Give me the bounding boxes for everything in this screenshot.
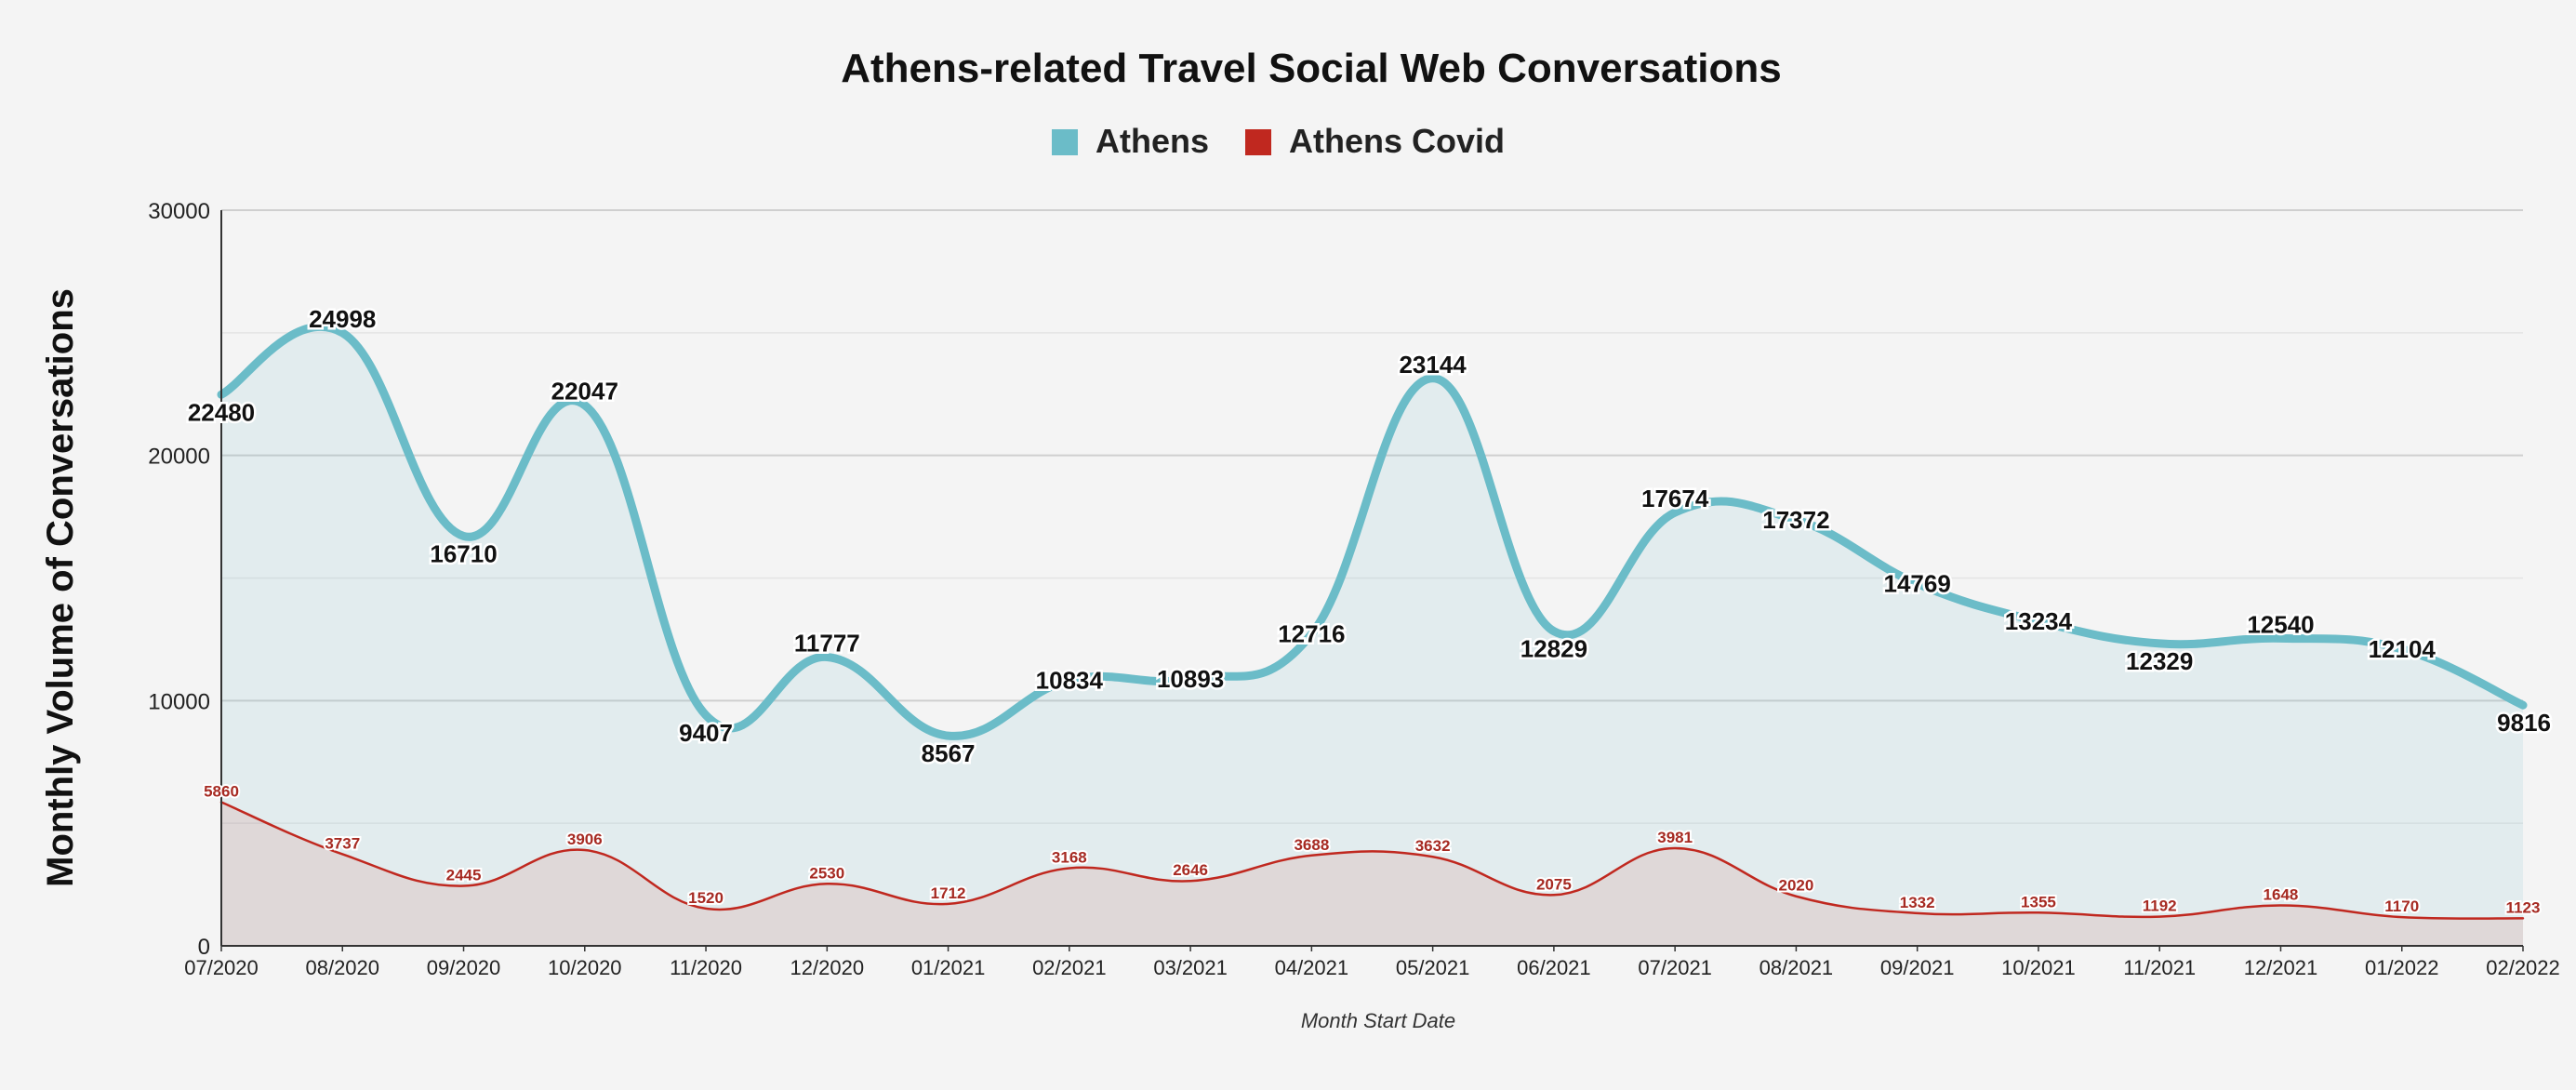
data-label-athens-covid: 5860: [204, 782, 239, 800]
x-tick-label: 09/2021: [1880, 956, 1955, 979]
x-tick-label: 02/2022: [2486, 956, 2560, 979]
data-label-athens-covid: 3688: [1294, 836, 1329, 854]
data-label-athens: 16710: [430, 539, 497, 567]
x-tick-label: 07/2020: [184, 956, 259, 979]
legend-swatch-athens-covid: [1245, 129, 1271, 155]
x-tick-label: 12/2020: [790, 956, 865, 979]
data-label-athens: 12329: [2126, 647, 2193, 675]
data-label-athens-covid: 1520: [688, 889, 724, 907]
data-label-athens: 23144: [1399, 351, 1467, 379]
x-tick-label: 01/2022: [2365, 956, 2439, 979]
data-label-athens-covid: 3906: [567, 831, 603, 848]
data-label-athens: 10834: [1036, 666, 1104, 694]
y-axis-label: Monthly Volume of Conversations: [40, 288, 81, 887]
x-tick-label: 03/2021: [1153, 956, 1228, 979]
y-tick-label: 20000: [148, 445, 210, 470]
data-label-athens: 14769: [1884, 570, 1951, 598]
data-label-athens: 12829: [1520, 635, 1587, 663]
data-label-athens-covid: 1648: [2264, 886, 2299, 904]
data-label-athens: 22047: [551, 378, 618, 405]
data-label-athens-covid: 3632: [1415, 837, 1451, 855]
x-tick-label: 07/2021: [1638, 956, 1712, 979]
x-tick-label: 08/2021: [1759, 956, 1834, 979]
y-tick-label: 30000: [148, 199, 210, 224]
x-axis-ticks: 07/2020 08/2020 09/2020 10/2020 11/2020 12/20…: [184, 946, 2560, 979]
area-athens-covid: [221, 802, 2523, 946]
data-label-athens: 10893: [1157, 665, 1224, 693]
data-label-athens-covid: 1332: [1900, 894, 1935, 911]
x-tick-label: 01/2021: [911, 956, 986, 979]
series-lines: [217, 322, 2528, 920]
y-tick-label: 10000: [148, 689, 210, 714]
data-label-athens: 9407: [679, 719, 733, 747]
gridlines: [221, 209, 2523, 824]
legend-label-athens: Athens: [1095, 122, 1209, 160]
y-tick-label: 0: [198, 935, 210, 960]
legend: Athens Athens Covid: [1052, 122, 1505, 160]
x-tick-label: 02/2021: [1032, 956, 1107, 979]
x-tick-label: 06/2021: [1517, 956, 1591, 979]
data-label-athens-covid: 1192: [2143, 897, 2177, 915]
line-athens: [217, 322, 2528, 740]
data-label-athens: 22480: [188, 398, 255, 426]
x-tick-label: 05/2021: [1396, 956, 1470, 979]
data-label-athens: 13234: [2005, 607, 2073, 635]
legend-label-athens-covid: Athens Covid: [1289, 122, 1505, 160]
x-tick-label: 11/2020: [670, 956, 742, 979]
x-axis-label: Month Start Date: [1301, 1009, 1455, 1032]
data-label-athens-covid: 2530: [809, 864, 844, 882]
area-athens: [221, 326, 2523, 946]
data-label-athens: 11777: [794, 629, 860, 657]
data-label-athens-covid: 2646: [1173, 861, 1208, 879]
data-label-athens-covid: 2445: [446, 867, 482, 884]
x-tick-label: 11/2021: [2123, 956, 2196, 979]
data-label-athens-covid: 2020: [1779, 877, 1814, 895]
data-label-athens-covid: 3981: [1657, 829, 1693, 846]
data-label-athens: 17674: [1641, 485, 1709, 512]
data-label-athens-covid: 1712: [931, 884, 966, 902]
data-label-athens-covid: 3168: [1052, 848, 1087, 866]
data-labels: 22480 24998 16710 22047 9407 11777 8567 10834 10…: [185, 302, 2553, 918]
data-label-athens: 24998: [309, 305, 376, 333]
chart-title: Athens-related Travel Social Web Convers…: [841, 46, 1782, 91]
data-label-athens-covid: 1123: [2506, 898, 2541, 916]
data-label-athens-covid: 1355: [2021, 893, 2056, 911]
data-label-athens: 12540: [2247, 610, 2314, 638]
line-athens-covid: [219, 801, 2525, 920]
data-label-athens-covid: 3737: [325, 834, 360, 852]
x-tick-label: 04/2021: [1275, 956, 1349, 979]
data-label-athens-covid: 1170: [2384, 897, 2419, 915]
series-areas: [221, 326, 2523, 946]
data-label-athens: 17372: [1762, 506, 1829, 534]
x-tick-label: 10/2020: [548, 956, 622, 979]
x-tick-label: 09/2020: [427, 956, 501, 979]
data-label-athens: 12104: [2369, 635, 2437, 663]
x-tick-label: 12/2021: [2244, 956, 2318, 979]
data-label-athens: 12716: [1278, 620, 1345, 648]
data-label-athens: 8567: [922, 739, 976, 767]
data-label-athens: 9816: [2497, 709, 2551, 737]
axes: [220, 210, 2523, 947]
y-axis-ticks: 0 10000 20000 30000: [148, 199, 210, 960]
x-tick-label: 08/2020: [305, 956, 379, 979]
data-label-athens-covid: 2075: [1536, 875, 1572, 893]
legend-swatch-athens: [1052, 129, 1078, 155]
x-tick-label: 10/2021: [2001, 956, 2076, 979]
